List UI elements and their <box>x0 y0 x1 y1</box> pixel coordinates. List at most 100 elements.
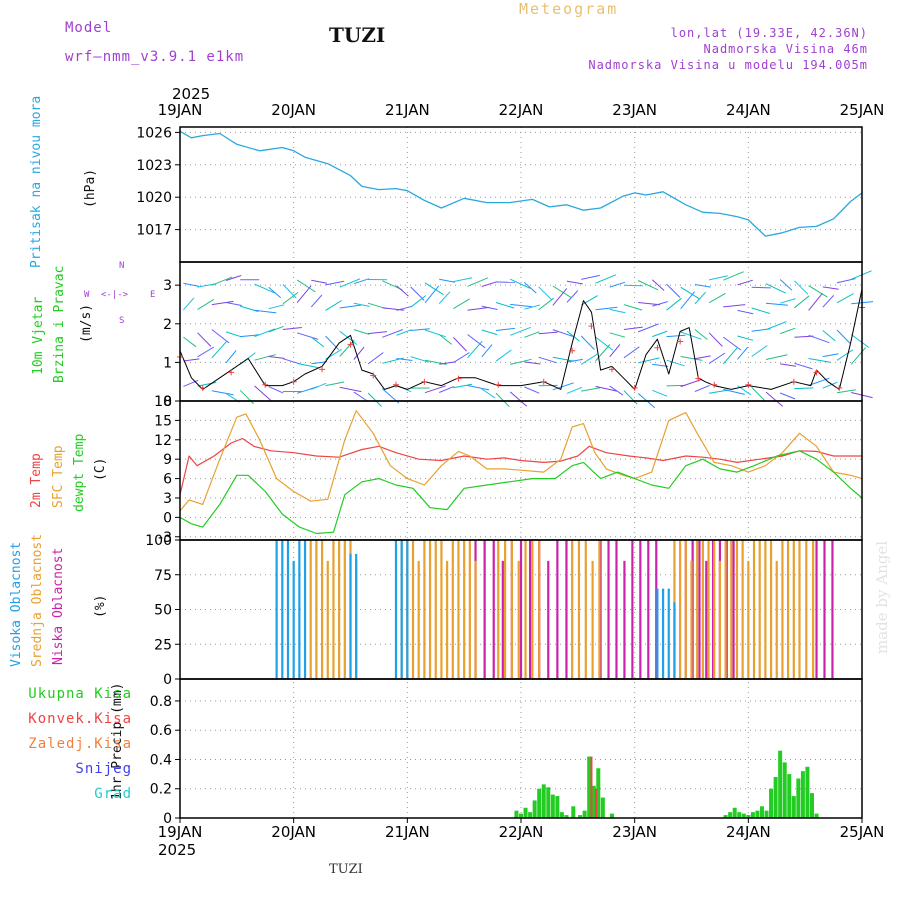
wind-vector <box>652 363 669 367</box>
wind-vector <box>680 356 703 361</box>
precip-bar <box>600 797 605 818</box>
wind-vector <box>836 329 851 344</box>
precip-bar <box>769 788 774 818</box>
wind-vector <box>822 330 836 342</box>
wind-vector <box>211 276 233 286</box>
wind-marker <box>455 375 462 382</box>
wind-vector <box>510 326 531 336</box>
wind-vector <box>510 303 533 308</box>
precip-bar <box>746 815 751 818</box>
bottom-date-label: 20JAN <box>271 823 316 841</box>
wind-vector <box>439 361 456 365</box>
pressure-tick-label: 1023 <box>136 158 172 174</box>
precip-bar <box>532 800 537 818</box>
wind-vector <box>637 280 659 291</box>
wind-vector <box>765 354 788 360</box>
temp-label-dewpt: dewpt Temp <box>72 433 87 512</box>
legend-freezing-rain: Zaledj.Kisa <box>28 736 132 752</box>
wind-vector <box>254 328 276 338</box>
temp-tick-label: 15 <box>154 413 172 429</box>
wind-vector <box>183 297 195 311</box>
wind-vector <box>723 388 745 395</box>
wind-vector <box>580 335 595 350</box>
wind-vector <box>723 304 746 308</box>
convective-bar <box>595 788 598 818</box>
precip-bar <box>541 784 546 818</box>
wind-vector <box>225 331 242 338</box>
precip-bar <box>773 777 778 818</box>
wind-vector <box>623 346 640 359</box>
meteogram-title: Meteogram <box>519 0 619 18</box>
wind-tick-label: 1 <box>163 355 172 371</box>
wind-vector <box>183 358 200 362</box>
precip-bar <box>582 810 587 818</box>
bottom-date-label: 25JAN <box>840 823 885 841</box>
precip-bar <box>809 793 814 818</box>
wind-vector <box>353 302 370 307</box>
wind-vector <box>566 386 582 394</box>
precip-bar <box>514 810 519 818</box>
wind-vector <box>311 382 327 390</box>
legend-total-rain: Ukupna Kisa <box>28 686 132 702</box>
wind-vector <box>467 385 490 391</box>
wind-vector <box>197 346 215 358</box>
precip-bar <box>723 815 728 818</box>
wind-vector <box>495 302 515 309</box>
precip-bar <box>728 812 733 818</box>
compass-arrows: <-|-> <box>101 290 129 300</box>
temp-label-sfc: SFC Temp <box>51 445 66 508</box>
wind-vector <box>197 381 217 387</box>
wind-vector <box>311 361 328 365</box>
wind-vector <box>509 278 531 289</box>
precip-bar <box>519 813 523 818</box>
wind-vector <box>623 390 638 405</box>
precip-bar <box>782 762 787 818</box>
wind-vector <box>638 302 661 306</box>
model-elevation: Nadmorska Visina u modelu 194.005m <box>588 58 868 72</box>
wind-vector <box>751 307 771 314</box>
wind-vector <box>268 286 282 299</box>
wind-vector <box>836 389 856 394</box>
wind-vector <box>339 304 362 309</box>
wind-vector <box>396 285 409 297</box>
wind-vector <box>595 336 614 351</box>
precip-bar <box>800 771 805 818</box>
wind-vector <box>836 349 854 361</box>
wind-marker <box>392 381 399 388</box>
wind-vector <box>225 302 242 306</box>
wind-vector <box>510 358 532 365</box>
wind-marker <box>790 378 797 385</box>
wind-vector <box>339 339 355 357</box>
cloud-unit: (%) <box>93 594 108 618</box>
temp-tick-label: 0 <box>163 510 172 526</box>
wind-vector <box>552 329 574 338</box>
wind-marker <box>495 381 502 388</box>
wind-marker <box>199 384 206 391</box>
wind-vector <box>296 332 319 340</box>
wind-vector <box>580 295 598 306</box>
wind-vector <box>566 280 583 285</box>
bottom-date-label: 23JAN <box>612 823 657 841</box>
footer-station: TUZI <box>329 862 363 877</box>
top-year-label: 2025 <box>172 85 210 103</box>
wind-tick-label: 0 <box>163 394 172 410</box>
wind-tick-label: 3 <box>163 278 172 294</box>
wind-vector <box>822 286 839 290</box>
wind-label-2: Brzina i Pravac <box>52 265 67 383</box>
wind-vector <box>353 329 370 335</box>
elevation: Nadmorska Visina 46m <box>703 42 868 56</box>
wind-marker <box>608 366 615 373</box>
wind-vector <box>623 284 643 287</box>
model-label: Model <box>65 20 113 36</box>
wind-vector <box>580 353 598 365</box>
temp-tick-label: 18 <box>154 394 172 410</box>
wind-vector <box>780 392 796 400</box>
wind-vector <box>211 300 234 306</box>
wind-vector <box>651 279 665 291</box>
precip-bar <box>571 806 576 818</box>
wind-vector <box>183 336 197 348</box>
wind-vector <box>183 379 199 387</box>
precip-bar <box>596 768 601 818</box>
wind-vector <box>609 308 626 314</box>
